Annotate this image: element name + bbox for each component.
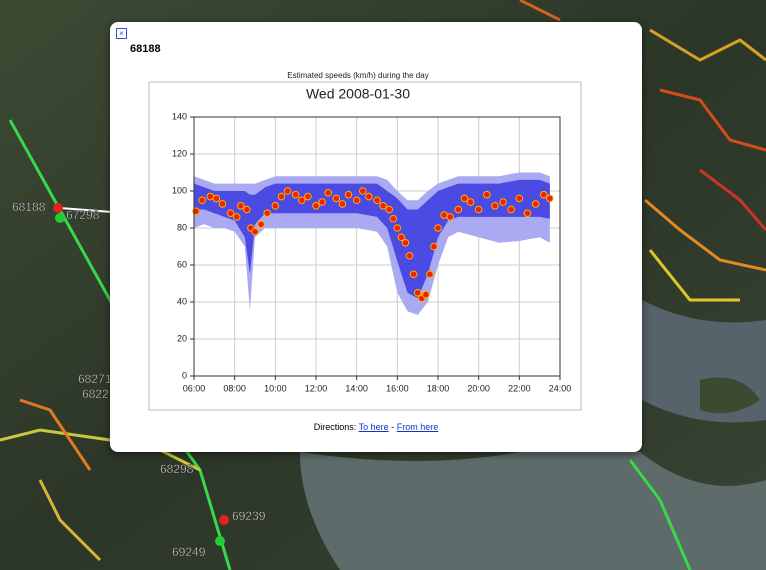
map-label: 68298 [160,462,194,476]
chart: Estimated speeds (km/h) during the day W… [148,68,582,413]
speed-point [319,199,326,206]
speed-point [435,225,442,232]
map-label: 69249 [172,545,206,559]
speed-point [325,190,332,197]
screen: 68188 67298 68271 6822 68298 69239 69249… [0,0,766,570]
speed-point [199,197,206,204]
speed-point [475,206,482,213]
x-tick-label: 18:00 [427,383,450,393]
x-tick-label: 16:00 [386,383,409,393]
speed-point [441,212,448,219]
speed-point [508,206,515,213]
y-tick-label: 40 [177,296,187,306]
speed-point [278,193,285,200]
speed-point [252,228,259,235]
y-tick-label: 100 [172,185,187,195]
speed-point [380,203,387,210]
x-tick-label: 12:00 [305,383,328,393]
speed-point [339,201,346,208]
speed-point [213,195,220,202]
speed-point [484,191,491,198]
speed-point [402,240,409,247]
speed-point [272,203,279,210]
y-tick-label: 140 [172,111,187,121]
speed-point [532,201,539,208]
speed-point [258,221,265,228]
speed-point [431,243,438,250]
speed-point [406,252,413,259]
speed-point [284,188,291,195]
speed-point [467,199,474,206]
speed-point [524,210,531,217]
speed-point [394,225,401,232]
y-tick-label: 80 [177,222,187,232]
info-popup: × 68188 Estimated speeds (km/h) during t… [110,22,642,452]
speed-point [237,203,244,210]
speed-point [366,193,373,200]
y-tick-label: 0 [182,370,187,380]
speed-point [333,195,340,202]
speed-point [540,191,547,198]
x-tick-label: 08:00 [223,383,246,393]
marker[interactable] [53,203,63,213]
directions-label: Directions: [314,422,357,432]
speed-point [427,271,434,278]
map-label: 68271 [78,372,112,386]
y-tick-label: 60 [177,259,187,269]
map-label: 68188 [12,200,46,214]
speed-point [305,193,312,200]
x-tick-label: 20:00 [467,383,490,393]
speed-point [500,199,507,206]
speed-point [207,193,214,200]
link[interactable]: From here [397,422,439,432]
popup-title: 68188 [130,43,161,55]
speed-point [353,197,360,204]
speed-point [461,195,468,202]
speed-point [492,203,499,210]
speed-point [227,210,234,217]
x-tick-label: 06:00 [183,383,206,393]
marker[interactable] [215,536,225,546]
close-button[interactable]: × [116,28,127,39]
chart-frame [149,82,581,410]
speed-point [292,191,299,198]
speed-point [374,197,381,204]
map-label: 6822 [82,387,109,401]
link[interactable]: To here [359,422,389,432]
x-tick-label: 22:00 [508,383,531,393]
speed-point [233,214,240,221]
y-tick-label: 20 [177,333,187,343]
speed-point [455,206,462,213]
x-tick-label: 10:00 [264,383,287,393]
speed-point [386,206,393,213]
y-tick-label: 120 [172,148,187,158]
chart-title: Wed 2008-01-30 [306,86,410,102]
speed-point [298,197,305,204]
speed-point [547,195,554,202]
separator: - [391,422,394,432]
map-label: 67298 [66,208,100,222]
marker[interactable] [55,213,65,223]
speed-point [390,215,397,222]
speed-point [447,214,454,221]
speed-point [313,203,320,210]
speed-point [423,291,430,298]
marker[interactable] [219,515,229,525]
speed-point [244,206,251,213]
directions: Directions: To here - From here [110,422,642,432]
speed-point [359,188,366,195]
x-tick-label: 14:00 [345,383,368,393]
map-label: 69239 [232,509,266,523]
speed-point [410,271,417,278]
speed-point [516,195,523,202]
x-tick-label: 24:00 [549,383,572,393]
chart-subtitle: Estimated speeds (km/h) during the day [287,71,428,80]
speed-point [219,201,226,208]
speed-point [345,191,352,198]
speed-point [264,210,271,217]
